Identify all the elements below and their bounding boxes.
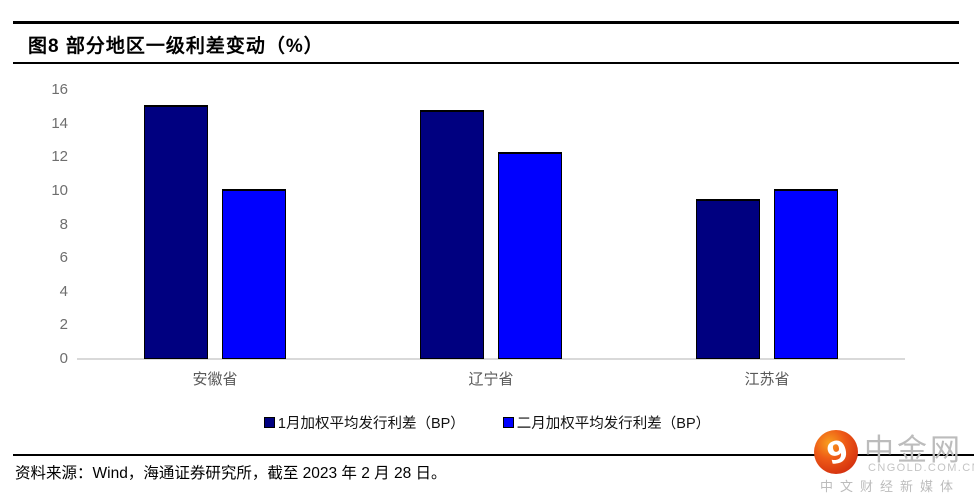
legend-item-series1: 1月加权平均发行利差（BP） [263, 412, 465, 433]
legend-label-series2: 二月加权平均发行利差（BP） [516, 416, 711, 432]
cngold-logo: 9 中金网 CNGOLD.COM.CN 中文财经新媒体 [812, 427, 974, 497]
logo-domain-text: CNGOLD.COM.CN [868, 462, 974, 474]
series2-swatch-icon [502, 417, 514, 428]
logo-tagline-text: 中文财经新媒体 [820, 479, 961, 494]
legend-item-series2: 二月加权平均发行利差（BP） [502, 412, 711, 433]
series1-swatch-icon [263, 417, 275, 428]
chart-title: 图8 部分地区一级利差变动（%） [28, 36, 324, 57]
bar-江苏省-series1 [696, 199, 760, 359]
bar-辽宁省-series1 [420, 110, 484, 359]
y-axis-tick-label: 8 [59, 215, 68, 233]
header-bottom-rule [13, 62, 959, 64]
y-axis-tick-label: 10 [51, 181, 68, 199]
footer-rule [13, 454, 974, 456]
x-axis-line [77, 358, 905, 360]
x-axis-category-label: 辽宁省 [468, 371, 514, 388]
bar-安徽省-series1 [144, 105, 208, 359]
bar-江苏省-series2 [774, 189, 838, 359]
chart-legend: 1月加权平均发行利差（BP） 二月加权平均发行利差（BP） [0, 412, 974, 433]
y-axis-tick-label: 2 [59, 316, 68, 334]
y-axis-tick-label: 4 [59, 282, 68, 300]
bar-安徽省-series2 [222, 189, 286, 359]
y-axis-tick-label: 0 [59, 350, 68, 367]
source-note: 资料来源：Wind，海通证券研究所，截至 2023 年 2 月 28 日。 [15, 465, 447, 482]
logo-name-text: 中金网 [864, 434, 963, 467]
bar-chart: 0 2 4 6 8 10 12 14 16 安徽省 辽宁省 江苏省 [0, 75, 974, 405]
cngold-logo-icon: 9 [814, 430, 858, 474]
x-axis-category-label: 江苏省 [744, 371, 790, 388]
legend-label-series1: 1月加权平均发行利差（BP） [277, 416, 465, 432]
y-axis-tick-label: 6 [59, 249, 68, 267]
y-axis-tick-label: 12 [51, 148, 68, 166]
header-top-rule [13, 21, 959, 24]
x-axis-category-label: 安徽省 [192, 371, 238, 388]
y-axis-tick-label: 14 [51, 114, 68, 132]
bar-辽宁省-series2 [498, 152, 562, 359]
y-axis-tick-label: 16 [51, 81, 68, 98]
